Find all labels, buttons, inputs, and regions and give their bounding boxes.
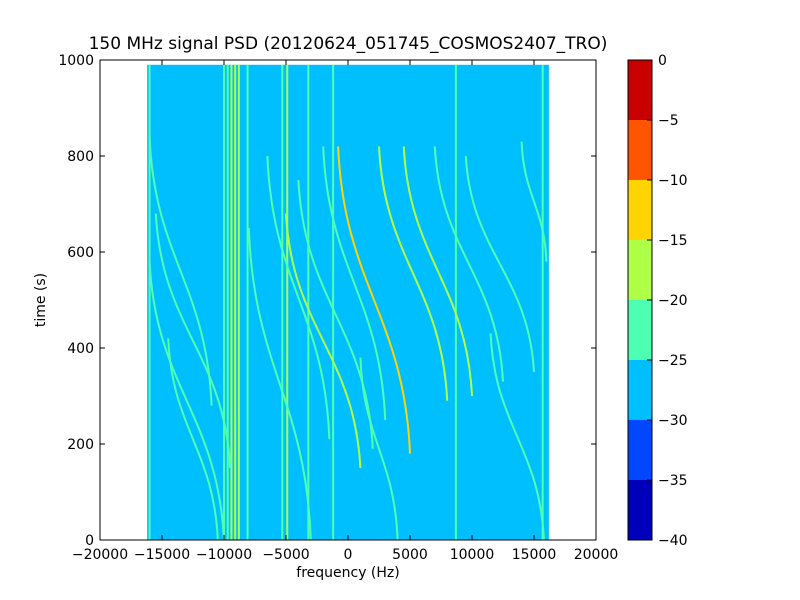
x-tick-label: 0 xyxy=(344,547,353,563)
y-tick-label: 600 xyxy=(67,245,94,261)
x-tick-label: 10000 xyxy=(450,547,495,563)
colorbar-segment xyxy=(628,300,652,360)
colorbar-tick-label: −25 xyxy=(658,353,688,369)
doppler-track xyxy=(247,227,312,540)
colorbar-ticks: −40 −35 −30 −25 −20 −15 −10 −5 0 xyxy=(647,53,688,549)
y-tick-label: 400 xyxy=(67,341,94,357)
doppler-track xyxy=(464,155,535,373)
x-tick-label: 5000 xyxy=(392,547,428,563)
colorbar-tick-label: −20 xyxy=(658,293,688,309)
x-axis: −20000 −15000 −10000 −5000 0 5000 10000 15000 20… xyxy=(72,60,618,563)
colorbar-segment xyxy=(628,180,652,240)
x-axis-label: frequency (Hz) xyxy=(296,565,399,581)
x-tick-label: −5000 xyxy=(262,547,309,563)
y-tick-label: 1000 xyxy=(58,53,94,69)
colorbar-segment xyxy=(628,360,652,420)
x-tick-label: −15000 xyxy=(134,547,190,563)
doppler-track xyxy=(297,179,374,449)
doppler-track xyxy=(154,213,232,469)
colorbar-segment xyxy=(628,120,652,180)
y-tick-label: 800 xyxy=(67,149,94,165)
y-tick-label: 200 xyxy=(67,437,94,453)
colorbar-segment xyxy=(628,480,652,540)
doppler-track xyxy=(402,146,473,397)
doppler-track xyxy=(359,357,399,540)
doppler-track xyxy=(378,146,449,401)
doppler-track xyxy=(489,333,545,540)
doppler-track xyxy=(520,141,548,262)
doppler-track xyxy=(322,146,387,421)
doppler-track xyxy=(285,213,362,469)
colorbar-tick-label: −30 xyxy=(658,413,688,429)
colorbar-tick-label: −35 xyxy=(658,473,688,489)
colorbar-segment xyxy=(628,60,652,120)
x-tick-label: −10000 xyxy=(196,547,252,563)
x-tick-label: 20000 xyxy=(574,547,619,563)
doppler-track xyxy=(148,136,213,406)
y-axis: 0 200 400 600 800 1000 xyxy=(58,53,596,549)
colorbar-segment xyxy=(628,420,652,480)
psd-background xyxy=(147,64,549,540)
doppler-track xyxy=(266,155,331,440)
y-tick-label: 0 xyxy=(85,533,94,549)
doppler-track xyxy=(337,146,411,454)
doppler-track xyxy=(167,338,219,540)
x-tick-label: 15000 xyxy=(512,547,557,563)
colorbar-tick-label: 0 xyxy=(658,53,667,69)
y-axis-label: time (s) xyxy=(33,273,49,327)
x-tick-label: −20000 xyxy=(72,547,128,563)
heatmap xyxy=(147,64,549,540)
colorbar-tick-label: −40 xyxy=(658,533,688,549)
chart-title: 150 MHz signal PSD (20120624_051745_COSM… xyxy=(89,34,608,54)
colorbar-tick-label: −10 xyxy=(658,173,688,189)
colorbar xyxy=(628,60,652,540)
colorbar-segment xyxy=(628,240,652,300)
doppler-track xyxy=(148,261,225,540)
colorbar-tick-label: −15 xyxy=(658,233,688,249)
colorbar-tick-label: −5 xyxy=(658,113,679,129)
doppler-track xyxy=(433,146,504,382)
